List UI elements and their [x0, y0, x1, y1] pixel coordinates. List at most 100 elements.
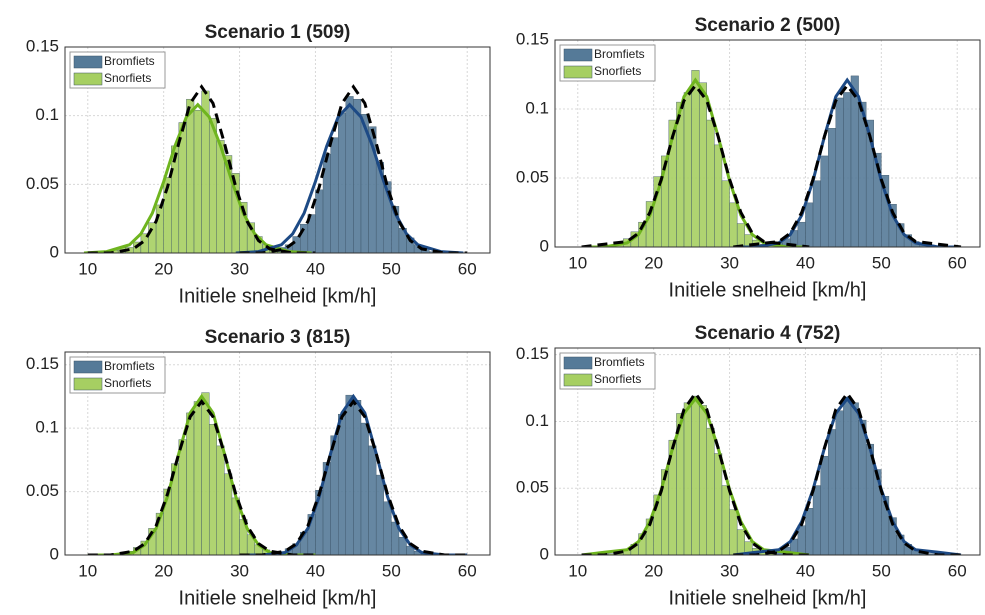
- histogram-bar: [345, 96, 354, 253]
- histogram-bar: [315, 189, 324, 253]
- legend: Bromfiets Snorfiets: [69, 356, 166, 394]
- histogram-bar: [698, 82, 707, 247]
- histogram-bar: [330, 137, 339, 253]
- histogram-bar: [797, 221, 806, 247]
- legend-swatch: [563, 373, 593, 387]
- x-tick-label: 60: [948, 253, 967, 272]
- x-tick-label: 50: [382, 561, 401, 580]
- legend-swatch: [73, 360, 103, 374]
- histogram-bar: [300, 223, 309, 253]
- histogram-bar: [338, 413, 347, 555]
- x-tick-label: 40: [306, 561, 325, 580]
- x-axis-label: Initiele snelheid [km/h]: [669, 587, 867, 609]
- legend-swatch: [563, 65, 593, 79]
- plot-content: [87, 392, 468, 555]
- histogram-bar: [353, 98, 362, 253]
- subplot-title: Scenario 2 (500): [695, 15, 841, 36]
- subplot: 10 20 30 40 50 60 0 0.05 0.1 0.15 Scenario 1 (509)…: [26, 22, 491, 307]
- histogram-bar: [736, 529, 745, 555]
- histogram-bar: [706, 427, 715, 555]
- legend-label: Snorfiets: [104, 71, 151, 85]
- histogram-bar: [186, 412, 195, 555]
- legend-swatch: [73, 377, 103, 391]
- fit-curve: [83, 102, 312, 253]
- histogram-bar: [729, 509, 738, 555]
- histogram-bar: [812, 485, 821, 555]
- x-axis-label: Initiele snelheid [km/h]: [669, 279, 867, 301]
- fit-curve-dashed: [733, 83, 962, 247]
- histogram-bar: [216, 445, 225, 555]
- fit-curve-dashed: [87, 84, 316, 253]
- histogram-bar: [683, 92, 692, 247]
- fit-curve-dashed: [733, 390, 961, 555]
- y-tick-label: 0.05: [26, 481, 59, 500]
- histogram-bar: [193, 401, 202, 555]
- legend-swatch: [563, 48, 593, 62]
- y-tick-label: 0.1: [35, 418, 59, 437]
- histogram-bar: [353, 400, 362, 555]
- legend-label: Snorfiets: [104, 376, 151, 390]
- x-tick-label: 60: [458, 561, 477, 580]
- subplot: 10 20 30 40 50 60 0 0.05 0.1 0.15 Scenario 3 (815)…: [26, 327, 491, 609]
- axes-frame: [64, 351, 491, 556]
- y-tick-label: 0.15: [516, 29, 549, 48]
- x-axis-label: Initiele snelheid [km/h]: [179, 587, 377, 609]
- x-tick-label: 10: [568, 561, 587, 580]
- histogram-bar: [375, 474, 384, 555]
- axes-frame: [64, 46, 491, 254]
- histogram-bar: [148, 222, 157, 253]
- y-tick-label: 0: [540, 236, 549, 255]
- histogram-bar: [360, 422, 369, 555]
- fit-curve: [235, 102, 464, 253]
- histogram-bar: [706, 119, 715, 247]
- legend-label: Bromfiets: [104, 359, 155, 373]
- histogram-bar: [843, 397, 852, 555]
- histogram-bar: [155, 204, 164, 253]
- histogram-bar: [224, 473, 233, 555]
- histogram-bar: [683, 402, 692, 555]
- histogram-bar: [736, 223, 745, 247]
- histogram-bar: [721, 180, 730, 247]
- histogram-bar: [691, 395, 700, 555]
- histogram-bar: [201, 392, 210, 555]
- y-tick-label: 0.05: [516, 167, 549, 186]
- fit-curve-dashed: [87, 399, 316, 555]
- histogram-bar: [835, 410, 844, 555]
- y-tick-label: 0.1: [525, 98, 549, 117]
- subplot-title: Scenario 1 (509): [205, 22, 351, 43]
- x-tick-label: 30: [720, 253, 739, 272]
- x-tick-label: 20: [644, 561, 663, 580]
- x-tick-label: 30: [230, 561, 249, 580]
- x-tick-label: 20: [154, 259, 173, 278]
- axes-frame: [554, 39, 981, 248]
- x-tick-label: 30: [230, 259, 249, 278]
- histogram-bar: [850, 402, 859, 555]
- histogram-bar: [828, 429, 837, 555]
- y-tick-label: 0.05: [26, 174, 59, 193]
- subplot-title: Scenario 4 (752): [695, 323, 841, 344]
- histogram-bar: [186, 98, 195, 253]
- x-tick-label: 10: [78, 259, 97, 278]
- x-axis-label: Initiele snelheid [km/h]: [179, 285, 377, 307]
- y-tick-label: 0.15: [26, 36, 59, 55]
- histogram-bar: [178, 439, 187, 555]
- y-tick-label: 0.15: [26, 354, 59, 373]
- histogram-bar: [698, 405, 707, 555]
- legend-swatch: [73, 72, 103, 86]
- y-tick-label: 0: [50, 242, 59, 261]
- legend-label: Bromfiets: [594, 355, 645, 369]
- histogram-bar: [812, 180, 821, 247]
- y-tick-label: 0.1: [35, 105, 59, 124]
- legend-label: Snorfiets: [594, 372, 641, 386]
- axes-frame: [554, 347, 981, 556]
- y-tick-label: 0: [50, 544, 59, 563]
- x-tick-label: 20: [644, 253, 663, 272]
- histogram-bar: [208, 118, 217, 253]
- fit-curve-dashed: [581, 390, 810, 555]
- histogram-bar: [368, 445, 377, 555]
- fit-curve-dashed: [239, 84, 468, 253]
- legend: Bromfiets Snorfiets: [559, 352, 656, 390]
- x-tick-label: 50: [872, 561, 891, 580]
